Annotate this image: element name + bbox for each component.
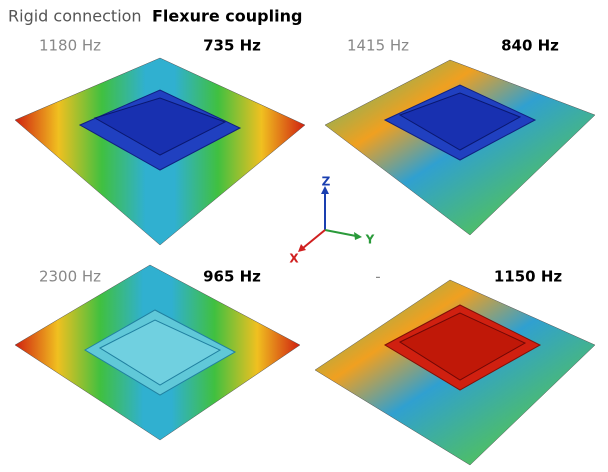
mode-shape [15, 58, 305, 245]
flexure-frequency: 840 Hz [501, 37, 559, 55]
axis-label: Y [365, 233, 375, 247]
flexure-frequency: 965 Hz [203, 268, 261, 286]
mode-shape [15, 265, 300, 440]
rigid-frequency: 1180 Hz [39, 37, 101, 55]
flexure-frequency: 735 Hz [203, 37, 261, 55]
axis-label: Z [322, 175, 331, 189]
legend-flexure: Flexure coupling [152, 7, 302, 26]
rigid-frequency: 2300 Hz [39, 268, 101, 286]
axis-triad [298, 186, 362, 252]
mode-shape [325, 60, 595, 235]
flexure-frequency: 1150 Hz [494, 268, 563, 286]
figure: Rigid connection Flexure coupling 1180 H… [0, 0, 608, 472]
legend-rigid: Rigid connection [8, 7, 142, 26]
mode-shape [315, 280, 595, 465]
rigid-frequency: - [375, 268, 380, 286]
axis-label: X [289, 252, 299, 266]
rigid-frequency: 1415 Hz [347, 37, 409, 55]
